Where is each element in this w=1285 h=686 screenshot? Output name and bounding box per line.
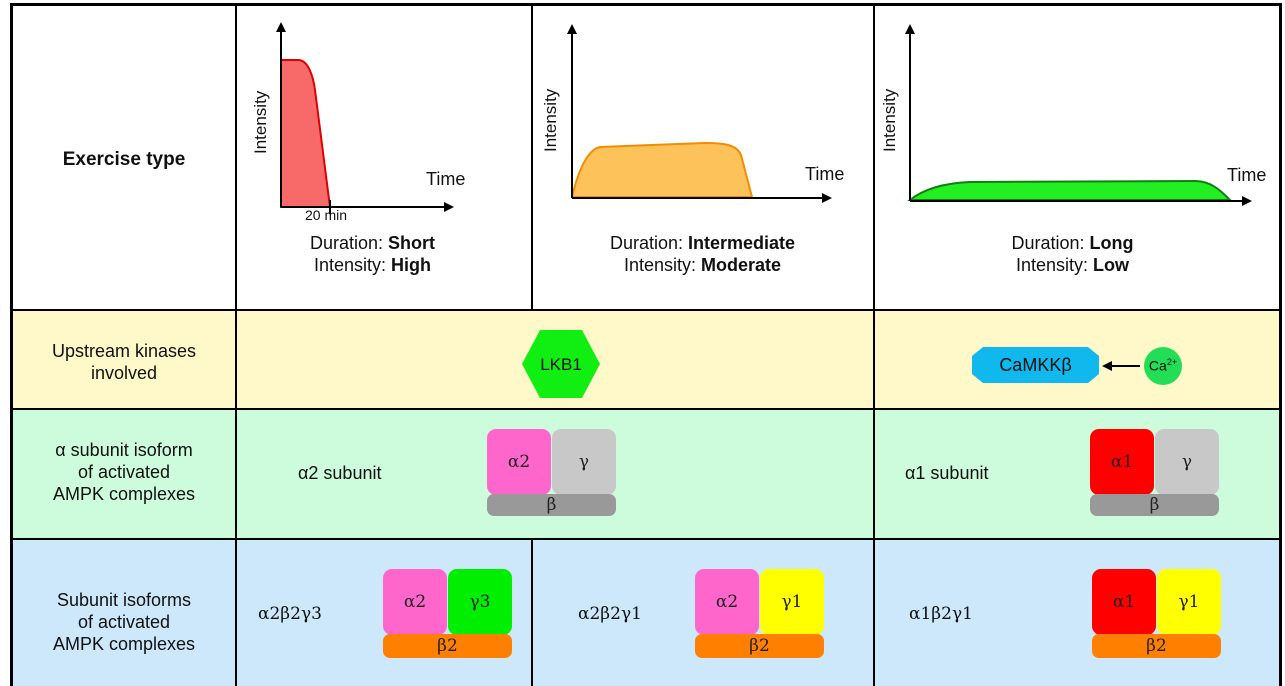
complex-1-alpha: α2: [383, 569, 447, 635]
row-label-subunit-line3: AMPK complexes: [52, 634, 196, 654]
complex-2-gamma: γ1: [760, 569, 824, 635]
camkk-label: CaMKKβ: [999, 355, 1072, 375]
graph-short-marker: 20 min: [305, 207, 347, 223]
caption-long: Duration: Long Intensity: Low: [960, 232, 1185, 276]
row-divider-1: [10, 309, 1282, 311]
complex-3-alpha: α1: [1092, 569, 1156, 635]
caption-short: Duration: Short Intensity: High: [260, 232, 485, 276]
row-alpha-bg: [11, 409, 1281, 539]
row-label-subunit-line2: of activated: [77, 612, 171, 632]
caption-intermediate-intensity: Intensity: Moderate: [623, 255, 782, 275]
table-top-border: [10, 3, 1282, 6]
camkk-octagon: [972, 347, 1099, 383]
row-label-alpha-line3: AMPK complexes: [52, 484, 196, 504]
col-divider-right: [873, 5, 875, 686]
graph-short-x-label: Time: [426, 169, 465, 189]
caption-intermediate: Duration: Intermediate Intensity: Modera…: [565, 232, 840, 276]
complex-label-1: α2β2γ3: [258, 604, 322, 624]
graph-short-y-label: Intensity: [251, 90, 270, 154]
col-divider-mid-bottom: [531, 539, 533, 686]
complex-2-beta: β2: [695, 634, 824, 658]
graph-short-area: [280, 59, 332, 208]
row-label-upstream-line2: involved: [90, 363, 158, 383]
lkb1-label: LKB1: [540, 355, 582, 374]
caption-short-duration: Duration: Short: [309, 233, 436, 253]
row-subunit-bg: [11, 539, 1281, 686]
complex-1-beta: β2: [383, 634, 512, 658]
row-divider-2: [10, 408, 1282, 410]
complex-1-gamma: γ3: [448, 569, 512, 635]
gamma-box-right: γ: [1155, 429, 1219, 495]
row-label-alpha-line2: of activated: [77, 462, 171, 482]
caption-long-intensity: Intensity: Low: [1015, 255, 1130, 275]
alpha2-subunit-label: α2 subunit: [298, 463, 382, 483]
alpha2-box: α2: [487, 429, 551, 495]
row-label-alpha: α subunit isoform of activated AMPK comp…: [13, 428, 235, 516]
graph-intermediate-area: [570, 141, 754, 198]
calcium-label: Ca2+: [1148, 357, 1178, 374]
complex-2-alpha: α2: [695, 569, 759, 635]
row-label-alpha-line1: α subunit isoform: [55, 440, 193, 460]
row-label-subunit-line1: Subunit isoforms: [56, 590, 192, 610]
exercise-graphs: Intensity Time 20 min Intensity Time Int…: [251, 22, 1266, 223]
alpha1-subunit-label: α1 subunit: [905, 463, 989, 483]
complex-3-gamma: γ1: [1157, 569, 1221, 635]
row-label-upstream-line1: Upstream kinases: [51, 341, 197, 361]
caption-short-intensity: Intensity: High: [313, 255, 432, 275]
graph-intermediate-y-label: Intensity: [541, 88, 560, 152]
graph-long-x-label: Time: [1227, 165, 1266, 185]
kinase-shapes: [522, 330, 1182, 398]
graph-intermediate-x-label: Time: [805, 164, 844, 184]
lkb1-hexagon: [522, 330, 600, 398]
row-label-exercise-type: Exercise type: [62, 149, 186, 170]
gamma-box-left: γ: [552, 429, 616, 495]
table-right-border: [1279, 3, 1282, 686]
row-divider-3: [10, 538, 1282, 540]
table-left-border: [10, 3, 13, 686]
beta-bar-right: β: [1090, 494, 1219, 516]
alpha1-box: α1: [1090, 429, 1154, 495]
complex-label-2: α2β2γ1: [578, 604, 642, 624]
complex-label-3: α1β2γ1: [909, 604, 973, 624]
col-divider-mid-top: [531, 5, 533, 310]
calcium-circle: [1144, 347, 1182, 385]
row-label-subunit: Subunit isoforms of activated AMPK compl…: [13, 578, 235, 666]
beta-bar-left: β: [487, 494, 616, 516]
caption-long-duration: Duration: Long: [1011, 233, 1134, 253]
col-divider-label: [235, 5, 237, 686]
complex-3-beta: β2: [1092, 634, 1221, 658]
graph-long-y-label: Intensity: [880, 88, 899, 152]
row-label-upstream: Upstream kinases involved: [13, 340, 235, 384]
caption-intermediate-duration: Duration: Intermediate: [609, 233, 796, 253]
graph-long-area: [907, 179, 1233, 201]
